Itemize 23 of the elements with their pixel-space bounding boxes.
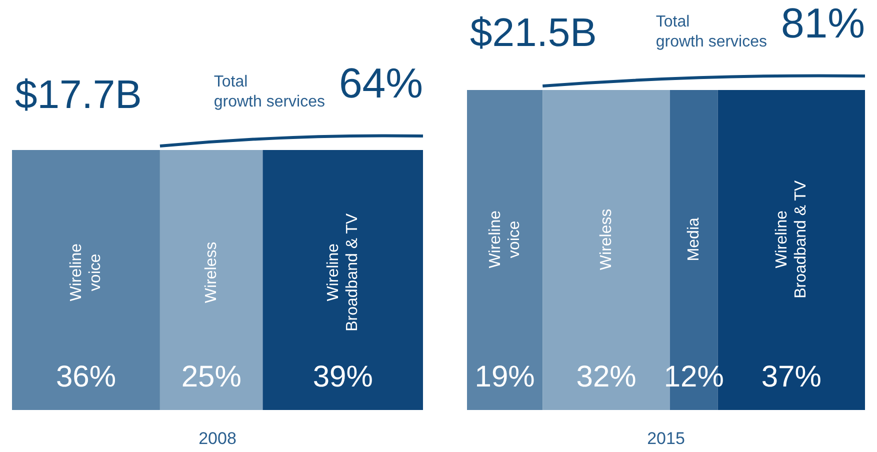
- series-label: Wireless: [202, 242, 220, 304]
- bar: [467, 90, 543, 410]
- x-axis-title: 2008: [198, 429, 236, 448]
- text: 64%: [338, 60, 423, 106]
- text: Total growth services: [656, 14, 768, 50]
- data-label: 12%: [664, 360, 724, 394]
- text: 81%: [780, 0, 865, 46]
- series-label: Wireline voice: [486, 210, 523, 268]
- series-label: Wireline Broadband & TV: [324, 213, 361, 332]
- series-label: Media: [685, 218, 702, 262]
- data-label: 36%: [56, 360, 116, 394]
- data-label: 37%: [761, 360, 822, 394]
- data-label: 39%: [312, 360, 373, 394]
- text: Total growth services: [214, 74, 326, 110]
- x-axis-title: 2015: [647, 429, 685, 448]
- data-label: 19%: [474, 360, 535, 394]
- series-label: Wireline Broadband & TV: [773, 180, 810, 298]
- chart-title: $21.5B: [470, 11, 597, 55]
- data-label: 32%: [576, 360, 636, 394]
- data-label: 25%: [181, 360, 242, 394]
- series-label: Wireless: [598, 208, 615, 270]
- series-label: Wireline voice: [68, 243, 104, 302]
- chart-title: $17.7B: [15, 73, 142, 117]
